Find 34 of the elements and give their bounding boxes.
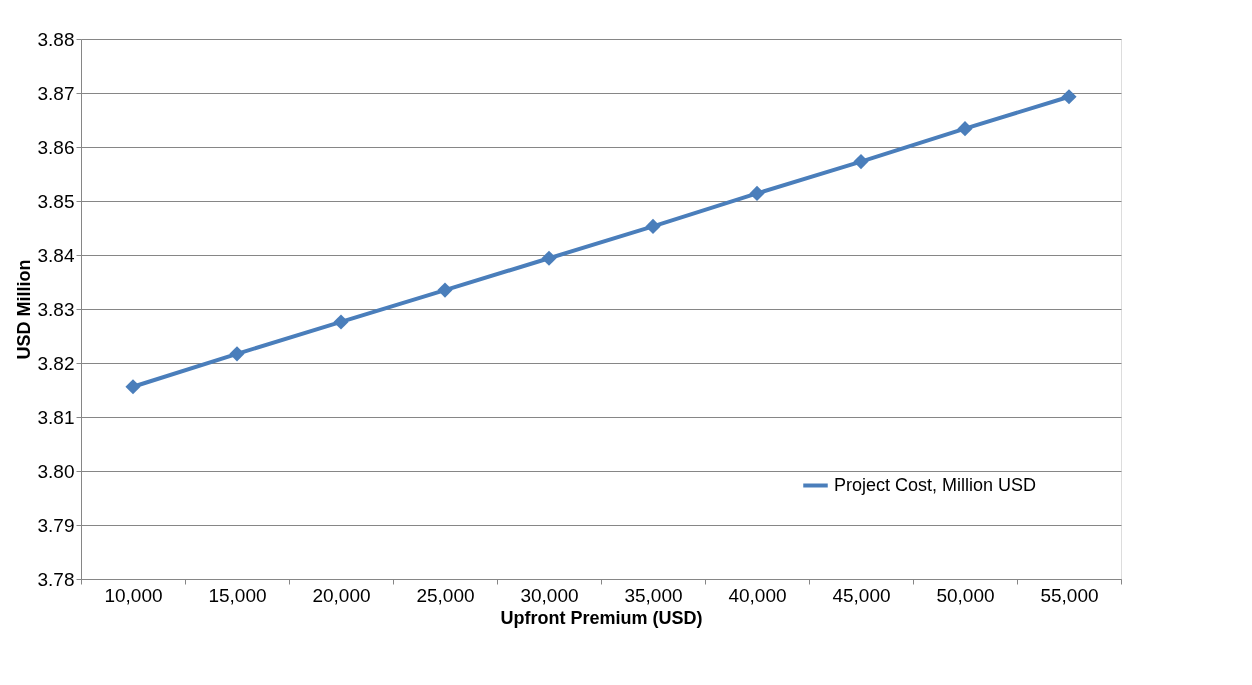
- point: [1061, 89, 1077, 105]
- y-tick-label: 3.79: [37, 514, 75, 536]
- x-tick-label: 10,000: [104, 584, 163, 606]
- y-tick-label: 3.84: [37, 244, 75, 266]
- x-axis-title: Upfront Premium (USD): [500, 607, 703, 628]
- x-tick-label: 35,000: [624, 584, 683, 606]
- point: [749, 185, 765, 202]
- y-tick-label: 3.85: [37, 190, 75, 212]
- x-tick-label: 15,000: [208, 584, 267, 606]
- x-tick-label: 55,000: [1040, 584, 1099, 606]
- y-tick-label: 3.87: [37, 82, 75, 104]
- x-tick-label: 25,000: [416, 584, 475, 606]
- y-tick-label: 3.88: [37, 28, 75, 50]
- y-tick-label: 3.80: [37, 460, 75, 482]
- y-tick-label: 3.86: [37, 136, 75, 158]
- y-tick-label: 3.82: [37, 352, 75, 374]
- y-tick-label: 3.83: [37, 298, 75, 320]
- point: [957, 121, 973, 137]
- y-axis-title: USD Million: [13, 259, 34, 360]
- legend-label: Project Cost, Million USD: [834, 474, 1037, 495]
- y-tick-label: 3.78: [37, 568, 75, 590]
- x-tick-label: 20,000: [312, 584, 371, 606]
- point: [125, 379, 141, 395]
- point: [645, 218, 661, 234]
- point: [437, 282, 453, 298]
- x-tick-label: 45,000: [832, 584, 891, 606]
- point: [853, 154, 869, 170]
- x-tick-label: 30,000: [520, 584, 579, 606]
- point: [229, 346, 245, 362]
- point: [541, 250, 557, 266]
- y-tick-label: 3.81: [37, 406, 75, 428]
- x-tick-label: 40,000: [728, 584, 787, 606]
- x-tick-label: 50,000: [936, 584, 995, 606]
- point: [333, 314, 349, 330]
